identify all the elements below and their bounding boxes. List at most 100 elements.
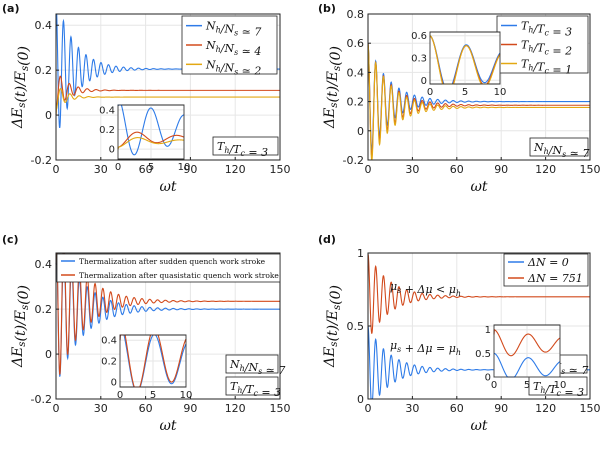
panel-1: (a)0 30 60 90 120 150-0.200.20.4ωtΔEs(t)/Es(0… (2, 2, 291, 195)
inset-x-tick-label: 10 (180, 390, 193, 401)
param-box (212, 136, 279, 156)
param-label: Nh/Ns ≃ 7 (533, 141, 589, 160)
x-axis-label: ωt (470, 418, 487, 434)
y-tick-label: 0.2 (35, 64, 53, 77)
inset-y-tick-label: 0.6 (411, 31, 427, 42)
x-tick-label: 90 (183, 402, 197, 415)
panel-label: (d) (318, 233, 336, 246)
x-tick-label: 60 (139, 402, 153, 415)
series-line-3 (55, 87, 280, 116)
x-tick-label: 30 (405, 402, 419, 415)
x-tick-label: 150 (270, 402, 291, 415)
axes-frame (55, 13, 281, 161)
inset-x-tick-label: 5 (524, 380, 530, 391)
legend: Nh/Ns ≃ 7Nh/Ns ≃ 4Nh/Ns ≃ 2 (181, 15, 278, 77)
y-tick-label: -0.2 (31, 393, 52, 406)
inset-y-tick-label: 1 (485, 325, 491, 336)
x-tick-label: 150 (580, 402, 601, 415)
legend-label: Nh/Ns ≃ 4 (205, 39, 261, 58)
legend-label: Th/Tc = 1 (521, 58, 572, 77)
x-tick-label: 120 (225, 402, 246, 415)
param-label: Th/Tc = 3 (217, 140, 268, 159)
inset-border (493, 324, 561, 378)
x-tick-label: 0 (365, 163, 372, 176)
y-tick-label: 0.2 (347, 96, 365, 109)
y-tick-label: 0 (45, 348, 52, 361)
annotation: μs + Δμ < μh (390, 280, 461, 298)
legend-label: Th/Tc = 2 (521, 39, 572, 58)
panel-label: (c) (2, 233, 19, 246)
x-tick-label: 120 (535, 402, 556, 415)
inset-x-tick-label: 5 (150, 390, 156, 401)
inset-series-2 (117, 131, 185, 150)
param-box (529, 137, 589, 157)
inset: 0 5 10 0 0.2 0.4 (101, 334, 193, 401)
y-tick-label: 0 (45, 109, 52, 122)
annotation: μs + Δμ = μh (390, 339, 461, 357)
panel-label: (a) (2, 2, 19, 15)
inset-series-1 (117, 104, 185, 156)
y-tick-label: 0 (357, 393, 364, 406)
y-axis-label: ΔEs(t)/Es(0) (322, 285, 344, 368)
inset-series-1 (493, 352, 561, 378)
y-axis-label: ΔEs(t)/Es(0) (10, 46, 32, 129)
legend-label: ΔN = 751 (527, 272, 583, 285)
x-tick-label: 0 (53, 163, 60, 176)
y-tick-label: 1 (357, 247, 364, 260)
legend-label: Nh/Ns ≃ 2 (205, 58, 261, 77)
legend-label: Th/Tc = 3 (521, 20, 572, 39)
inset-y-tick-label: 0 (485, 373, 491, 384)
inset-y-tick-label: 0 (109, 145, 115, 156)
param-label: Th/Tc = 3 (533, 380, 584, 399)
x-tick-label: 120 (535, 163, 556, 176)
x-tick-label: 90 (183, 163, 197, 176)
legend-label: ΔN = 0 (527, 256, 569, 269)
x-axis-label: ωt (159, 179, 176, 195)
y-tick-label: -0.2 (31, 154, 52, 167)
x-tick-label: 90 (494, 402, 508, 415)
x-tick-label: 60 (139, 163, 153, 176)
axes-frame (367, 13, 591, 161)
inset-y-tick-label: 0.5 (475, 349, 491, 360)
inset-x-tick-label: 10 (494, 87, 507, 98)
y-tick-label: 0.5 (347, 320, 365, 333)
inset-border (429, 31, 501, 85)
x-tick-label: 90 (494, 163, 508, 176)
inset-x-tick-label: 5 (462, 87, 468, 98)
inset-x-tick-label: 10 (554, 380, 567, 391)
x-tick-label: 0 (365, 402, 372, 415)
y-axis-label: ΔEs(t)/Es(0) (10, 285, 32, 368)
legend-box (56, 253, 281, 283)
y-tick-label: 0.4 (35, 258, 53, 271)
inset: 0 5 10 0 0.3 0.6 (411, 31, 506, 98)
inset-x-tick-label: 0 (117, 390, 123, 401)
inset-series-3 (117, 137, 185, 150)
x-tick-label: 30 (94, 163, 108, 176)
inset: 0 5 10 0 0.2 0.4 (99, 104, 190, 173)
series-line-2 (55, 252, 280, 375)
legend: Th/Tc = 3Th/Tc = 2Th/Tc = 1 (496, 15, 589, 77)
inset-y-tick-label: 0.2 (99, 125, 115, 136)
inset-x-tick-label: 5 (148, 162, 154, 173)
y-axis-label: ΔEs(t)/Es(0) (322, 46, 344, 129)
inset-y-tick-label: 0.3 (411, 54, 427, 65)
param-box (225, 376, 279, 396)
inset-x-tick-label: 0 (427, 87, 433, 98)
x-tick-label: 120 (225, 163, 246, 176)
axes-frame (55, 252, 281, 400)
y-tick-label: -0.2 (343, 154, 364, 167)
inset-border (119, 334, 187, 388)
series-line-2 (367, 254, 590, 335)
param-box (225, 354, 279, 374)
inset-series-2 (493, 329, 561, 357)
y-tick-label: 0.2 (35, 303, 53, 316)
legend-label: Nh/Ns ≃ 7 (205, 20, 261, 39)
x-axis-label: ωt (470, 179, 487, 195)
inset-x-tick-label: 0 (491, 380, 497, 391)
inset: 0 5 10 0 0.5 1 (475, 324, 567, 391)
y-tick-label: 0.4 (347, 66, 365, 79)
panel-2: (b)0 30 60 90 120 150-0.200.20.40.60.8ωtΔEs(t… (318, 2, 601, 195)
y-tick-label: 0.4 (35, 19, 53, 32)
inset-y-tick-label: 0 (421, 76, 427, 87)
